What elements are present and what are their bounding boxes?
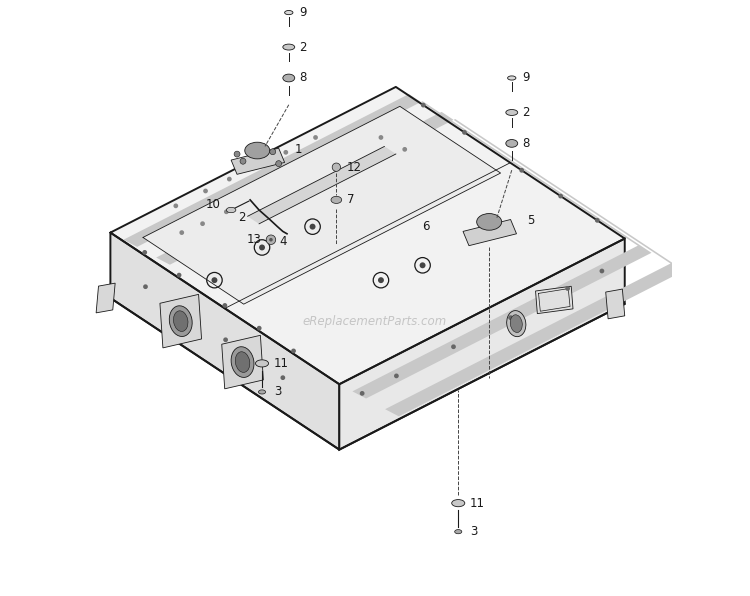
Ellipse shape	[259, 390, 266, 394]
Circle shape	[419, 262, 425, 268]
Circle shape	[234, 151, 240, 157]
Text: 11: 11	[470, 496, 485, 510]
Polygon shape	[536, 286, 573, 313]
Circle shape	[259, 244, 265, 250]
Text: 3: 3	[274, 386, 281, 399]
Circle shape	[509, 315, 513, 320]
Ellipse shape	[256, 360, 268, 367]
Text: 9: 9	[299, 6, 307, 19]
Circle shape	[310, 224, 316, 229]
Circle shape	[421, 103, 426, 107]
Text: 13: 13	[248, 233, 262, 246]
Text: 1: 1	[295, 143, 302, 156]
Circle shape	[566, 286, 570, 291]
Circle shape	[223, 303, 227, 308]
Text: 2: 2	[299, 41, 307, 54]
Text: 6: 6	[422, 220, 430, 233]
Polygon shape	[156, 112, 684, 417]
Text: 5: 5	[526, 214, 534, 227]
Polygon shape	[248, 147, 396, 224]
Circle shape	[224, 209, 229, 214]
Circle shape	[266, 235, 276, 244]
Text: 2: 2	[238, 211, 246, 224]
Circle shape	[256, 326, 262, 331]
Circle shape	[379, 135, 383, 140]
Polygon shape	[606, 289, 625, 319]
Circle shape	[254, 165, 259, 170]
Ellipse shape	[244, 142, 270, 159]
Circle shape	[227, 176, 232, 181]
Polygon shape	[463, 219, 517, 246]
Circle shape	[224, 337, 228, 342]
Ellipse shape	[236, 352, 250, 372]
Ellipse shape	[506, 139, 518, 147]
Text: 11: 11	[274, 357, 289, 370]
Circle shape	[203, 188, 208, 193]
Circle shape	[599, 269, 604, 274]
Ellipse shape	[231, 347, 254, 377]
Circle shape	[173, 203, 178, 208]
Circle shape	[269, 238, 273, 241]
Circle shape	[394, 374, 399, 378]
Circle shape	[276, 161, 282, 167]
Ellipse shape	[284, 11, 293, 15]
Polygon shape	[124, 94, 652, 399]
Ellipse shape	[283, 74, 295, 82]
Ellipse shape	[508, 76, 516, 80]
Polygon shape	[222, 336, 263, 389]
Circle shape	[332, 163, 340, 171]
Ellipse shape	[170, 306, 192, 337]
Ellipse shape	[454, 530, 462, 534]
Circle shape	[179, 230, 184, 235]
Polygon shape	[96, 283, 116, 313]
Text: eReplacementParts.com: eReplacementParts.com	[303, 315, 447, 328]
Circle shape	[240, 159, 246, 164]
Text: 8: 8	[523, 137, 530, 150]
Circle shape	[284, 150, 288, 155]
Polygon shape	[110, 87, 625, 384]
Circle shape	[378, 277, 384, 283]
Polygon shape	[339, 238, 625, 449]
Polygon shape	[110, 232, 339, 449]
Circle shape	[402, 147, 407, 152]
Text: 10: 10	[206, 197, 221, 210]
Circle shape	[142, 250, 147, 254]
Text: 9: 9	[523, 72, 530, 85]
Text: 4: 4	[280, 235, 287, 248]
Ellipse shape	[283, 44, 295, 50]
Circle shape	[291, 349, 296, 353]
Circle shape	[211, 277, 217, 283]
Ellipse shape	[173, 311, 188, 331]
Text: 8: 8	[299, 72, 307, 85]
Circle shape	[270, 149, 276, 155]
Circle shape	[177, 273, 182, 278]
Text: 3: 3	[470, 525, 478, 538]
Circle shape	[143, 284, 148, 289]
Circle shape	[314, 135, 318, 140]
Ellipse shape	[507, 311, 526, 337]
Circle shape	[558, 194, 563, 198]
Polygon shape	[160, 294, 202, 348]
Text: 2: 2	[523, 106, 530, 119]
Text: 12: 12	[347, 161, 362, 173]
Text: 7: 7	[347, 193, 355, 206]
Circle shape	[360, 391, 364, 396]
Circle shape	[595, 218, 600, 223]
Polygon shape	[143, 106, 500, 304]
Ellipse shape	[331, 196, 342, 203]
Polygon shape	[231, 148, 284, 174]
Circle shape	[451, 344, 456, 349]
Ellipse shape	[477, 213, 502, 230]
Ellipse shape	[226, 207, 236, 213]
Ellipse shape	[452, 499, 465, 507]
Circle shape	[462, 130, 466, 135]
Ellipse shape	[510, 315, 522, 333]
Ellipse shape	[506, 110, 518, 116]
Circle shape	[280, 375, 285, 380]
Circle shape	[519, 168, 524, 173]
Circle shape	[200, 221, 205, 226]
